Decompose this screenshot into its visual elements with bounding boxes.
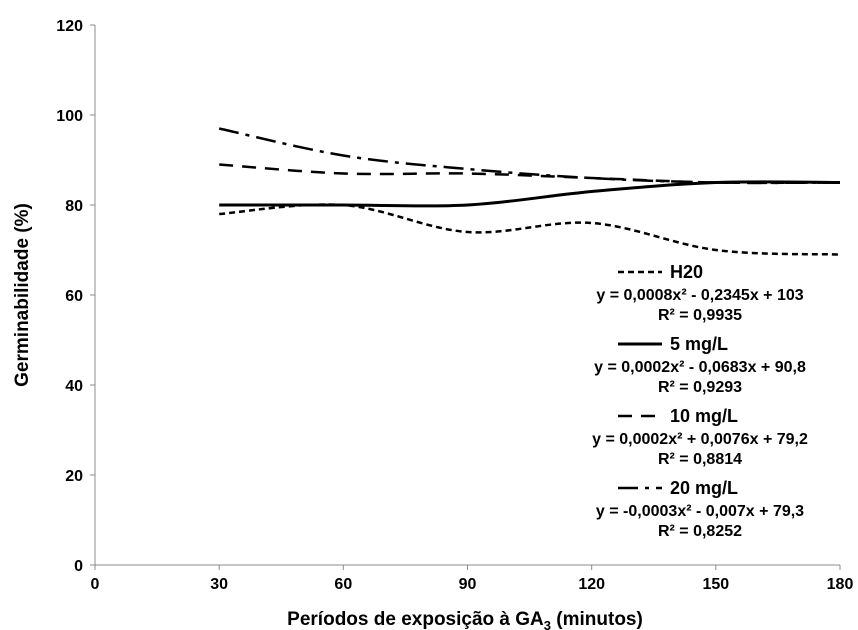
legend-r-squared: R² = 0,9935 — [658, 307, 742, 324]
y-axis-title: Germinabilidade (%) — [12, 203, 33, 387]
x-tick-label: 0 — [91, 576, 100, 593]
x-tick-label: 180 — [827, 576, 854, 593]
y-tick-label: 0 — [74, 558, 83, 575]
x-axis-title-main: Períodos de exposição à GA — [287, 609, 544, 630]
series-line-3 — [219, 163, 841, 185]
x-ticks: 0 30 60 90 120 150 180 — [91, 565, 854, 593]
series-line-4 — [218, 127, 841, 185]
y-tick-label: 40 — [65, 378, 83, 395]
legend-label: 10 mg/L — [670, 406, 738, 426]
x-tick-label: 150 — [702, 576, 729, 593]
legend-equation: y = 0,0002x² - 0,0683x + 90,8 — [594, 359, 806, 376]
series-line-2 — [219, 180, 841, 208]
legend-entry: 20 mg/L y = -0,0003x² - 0,007x + 79,3 R² =… — [596, 478, 804, 540]
legend: H20 y = 0,0008x² - 0,2345x + 103 R² = 0,99… — [592, 262, 808, 540]
legend-entry: 5 mg/L y = 0,0002x² - 0,0683x + 90,8 R² = … — [594, 334, 806, 396]
legend-equation: y = 0,0008x² - 0,2345x + 103 — [596, 287, 803, 304]
x-axis-title-suffix: (minutos) — [551, 609, 643, 630]
legend-equation: y = -0,0003x² - 0,007x + 79,3 — [596, 503, 804, 520]
legend-entry: H20 y = 0,0008x² - 0,2345x + 103 R² = 0,99… — [596, 262, 803, 324]
legend-label: H20 — [670, 262, 703, 282]
legend-equation: y = 0,0002x² + 0,0076x + 79,2 — [592, 431, 808, 448]
y-tick-label: 120 — [56, 18, 83, 35]
x-tick-label: 30 — [210, 576, 228, 593]
x-tick-label: 90 — [459, 576, 477, 593]
legend-label: 20 mg/L — [670, 478, 738, 498]
y-ticks: 0 20 40 60 80 100 120 — [56, 18, 95, 575]
y-tick-label: 60 — [65, 288, 83, 305]
y-tick-label: 20 — [65, 468, 83, 485]
legend-label: 5 mg/L — [670, 334, 728, 354]
y-tick-label: 80 — [65, 198, 83, 215]
series-line-1 — [219, 203, 841, 256]
legend-r-squared: R² = 0,8814 — [658, 451, 742, 468]
legend-entry: 10 mg/L y = 0,0002x² + 0,0076x + 79,2 R² =… — [592, 406, 808, 468]
legend-r-squared: R² = 0,9293 — [658, 379, 742, 396]
legend-r-squared: R² = 0,8252 — [658, 523, 742, 540]
series-lines — [218, 127, 841, 256]
y-tick-label: 100 — [56, 108, 83, 125]
x-tick-label: 120 — [578, 576, 605, 593]
x-axis-title: Períodos de exposição à GA3 (minutos) — [287, 609, 643, 630]
x-tick-label: 60 — [334, 576, 352, 593]
x-axis-title-subscript: 3 — [544, 618, 551, 630]
